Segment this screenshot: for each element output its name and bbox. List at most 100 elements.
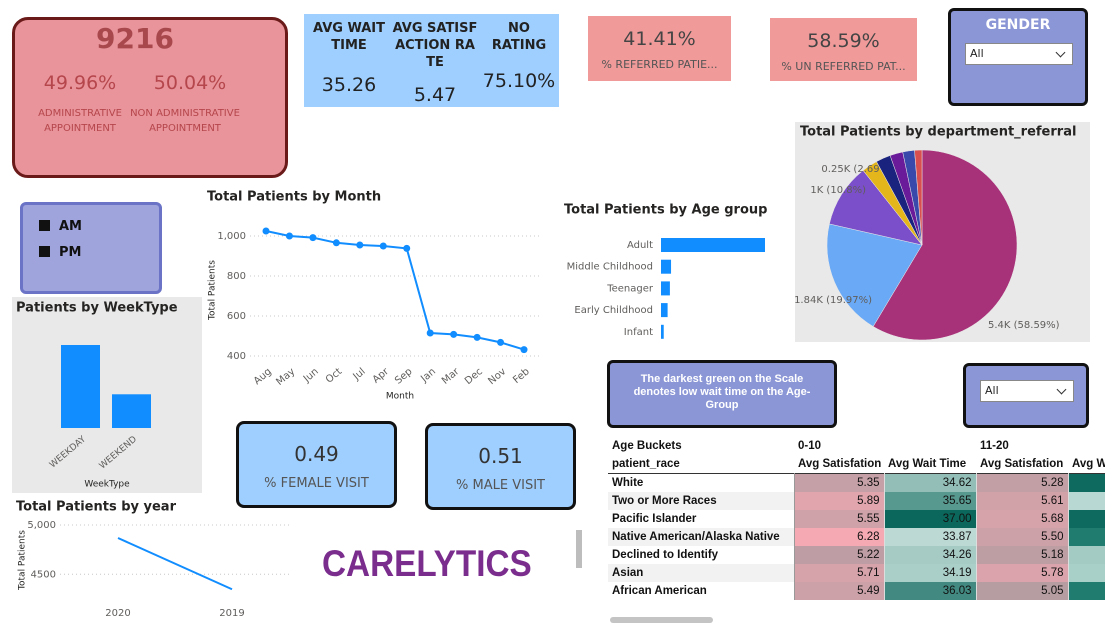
female-card: 0.49 % FEMALE VISIT: [236, 421, 397, 508]
row-label: White: [608, 473, 795, 492]
legend-label: PM: [59, 245, 82, 260]
x-axis-title: Month: [386, 392, 414, 402]
header[interactable]: patient_race: [612, 458, 680, 470]
bar: [661, 281, 670, 296]
cell-swatch: [1067, 492, 1105, 510]
header: 11-20: [980, 440, 1009, 452]
cell: 5.68: [975, 510, 1068, 528]
y-tick-label: Middle Childhood: [567, 262, 653, 273]
chart-title: Patients by WeekType: [16, 301, 178, 316]
bar: [112, 394, 151, 428]
header: Avg W: [1072, 458, 1105, 470]
legend-item[interactable]: AM: [39, 219, 82, 234]
ampm-legend: AM PM: [20, 202, 162, 294]
matrix-row: White 5.35 34.62 5.28: [608, 473, 1105, 492]
slice-label: 5.4K (58.59%): [988, 320, 1060, 331]
chart-title: Total Patients by Month: [207, 190, 381, 205]
non-admin-pct: 50.04%: [153, 72, 227, 94]
pie-slice: [826, 223, 923, 327]
x-tick-label: Nov: [486, 366, 508, 387]
card-label: % MALE VISIT: [456, 478, 545, 493]
divider: [576, 530, 582, 568]
cell: 5.49: [793, 582, 884, 600]
unreferred-card: 58.59% % UN REFERRED PAT...: [770, 18, 917, 81]
slice-label: 1.84K (19.97%): [794, 295, 872, 306]
cell: 34.26: [883, 546, 976, 564]
point: [473, 333, 481, 341]
y-axis-title: Total Patients: [208, 260, 218, 321]
card-label: % FEMALE VISIT: [264, 476, 369, 491]
cell: 5.89: [793, 492, 884, 510]
male-card: 0.51 % MALE VISIT: [425, 423, 576, 510]
cell: 5.05: [975, 582, 1068, 600]
matrix-row: Two or More Races 5.89 35.65 5.61: [608, 492, 1105, 510]
chart-title: Total Patients by Age group: [564, 203, 767, 218]
chart-title: Total Patients by department_referral: [800, 125, 1076, 140]
cell: 36.03: [883, 582, 976, 600]
point: [497, 338, 505, 346]
matrix-row: Declined to Identify 5.22 34.26 5.18: [608, 546, 1105, 564]
header: Avg Wait Time: [888, 458, 967, 470]
chart-title: Total Patients by year: [16, 500, 177, 515]
row-label: Native American/Alaska Native: [608, 528, 795, 546]
point: [332, 239, 340, 247]
note: The darkest green on the Scale denotes l…: [607, 360, 837, 428]
cell: 6.28: [793, 528, 884, 546]
card-value: 58.59%: [807, 30, 880, 52]
kpi-label: NO RATING: [491, 21, 547, 53]
pie-slice: [872, 149, 1018, 341]
x-tick-label: Aug: [252, 366, 274, 387]
point: [262, 227, 270, 235]
legend-item[interactable]: PM: [39, 245, 81, 260]
cell-swatch: [1067, 528, 1105, 546]
matrix: Age Buckets 0-10 11-20 patient_race Avg …: [608, 437, 1105, 613]
header: Age Buckets: [612, 440, 682, 452]
pie-slice: [914, 149, 923, 246]
cell: 5.78: [975, 564, 1068, 582]
admin-pct: 49.96%: [43, 72, 117, 94]
y-tick-label: Infant: [624, 327, 653, 338]
x-tick-label: 2019: [219, 608, 244, 619]
slicer-title: GENDER: [985, 17, 1051, 33]
bar: [661, 259, 672, 274]
matrix-row: African American 5.49 36.03 5.05: [608, 582, 1105, 600]
dropdown[interactable]: All: [980, 380, 1074, 402]
matrix-table: Age Buckets 0-10 11-20 patient_race Avg …: [608, 437, 1105, 600]
header: 0-10: [798, 440, 822, 452]
matrix-row: Pacific Islander 5.55 37.00 5.68: [608, 510, 1105, 528]
referred-card: 41.41% % REFERRED PATIE...: [588, 16, 731, 81]
y-tick-label: 800: [227, 271, 246, 282]
card-value: 0.51: [478, 444, 523, 468]
y-tick-label: 4500: [31, 569, 56, 580]
y-tick-label: 1,000: [217, 231, 246, 242]
card-label: % UN REFERRED PAT...: [781, 60, 906, 73]
matrix-body: White 5.35 34.62 5.28 Two or More Races 5.89 3…: [608, 473, 1105, 600]
point: [285, 232, 293, 240]
kpi-card: AVG WAIT TIME 35.26 AVG SATISFACTION RAT…: [304, 14, 559, 107]
point: [450, 330, 458, 338]
slice-label: 1K (10.8%): [810, 185, 866, 196]
cell-swatch: [1067, 546, 1105, 564]
kpi-label: AVG SATISFACTION RATE: [392, 21, 478, 70]
x-tick-label: Jan: [418, 366, 438, 385]
header: Avg Satisfation: [980, 458, 1064, 470]
row-label: Pacific Islander: [608, 510, 795, 528]
y-tick-label: Adult: [627, 240, 653, 251]
dropdown[interactable]: All: [965, 43, 1073, 65]
cell: 5.61: [975, 492, 1068, 510]
appointment-card: 9216 49.96% 50.04% ADMINISTRATIVE APPOIN…: [12, 17, 288, 178]
cell: 35.65: [883, 492, 976, 510]
bar: [661, 324, 664, 339]
non-admin-label: NON ADMINISTRATIVE APPOINTMENT: [130, 108, 240, 134]
point: [426, 329, 434, 337]
x-tick-label: Oct: [324, 366, 344, 386]
x-tick-label: 2020: [105, 608, 130, 619]
cell: 5.18: [975, 546, 1068, 564]
cell-swatch: [1067, 473, 1105, 492]
cell: 33.87: [883, 528, 976, 546]
line: [265, 230, 525, 351]
cell: 5.28: [975, 473, 1068, 492]
line: [117, 537, 233, 591]
gender-slicer: GENDER All: [948, 8, 1088, 106]
card-label: % REFERRED PATIE...: [601, 58, 718, 71]
